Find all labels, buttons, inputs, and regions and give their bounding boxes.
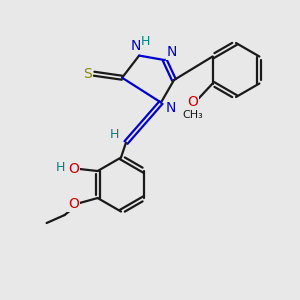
Text: N: N xyxy=(167,45,177,59)
Text: H: H xyxy=(109,128,119,141)
Text: O: O xyxy=(68,162,79,176)
Text: N: N xyxy=(131,39,141,52)
Text: H: H xyxy=(140,35,150,48)
Text: CH₃: CH₃ xyxy=(182,110,203,119)
Text: O: O xyxy=(187,94,198,109)
Text: S: S xyxy=(83,67,92,81)
Text: O: O xyxy=(68,197,79,211)
Text: N: N xyxy=(166,100,176,115)
Text: H: H xyxy=(56,160,65,173)
